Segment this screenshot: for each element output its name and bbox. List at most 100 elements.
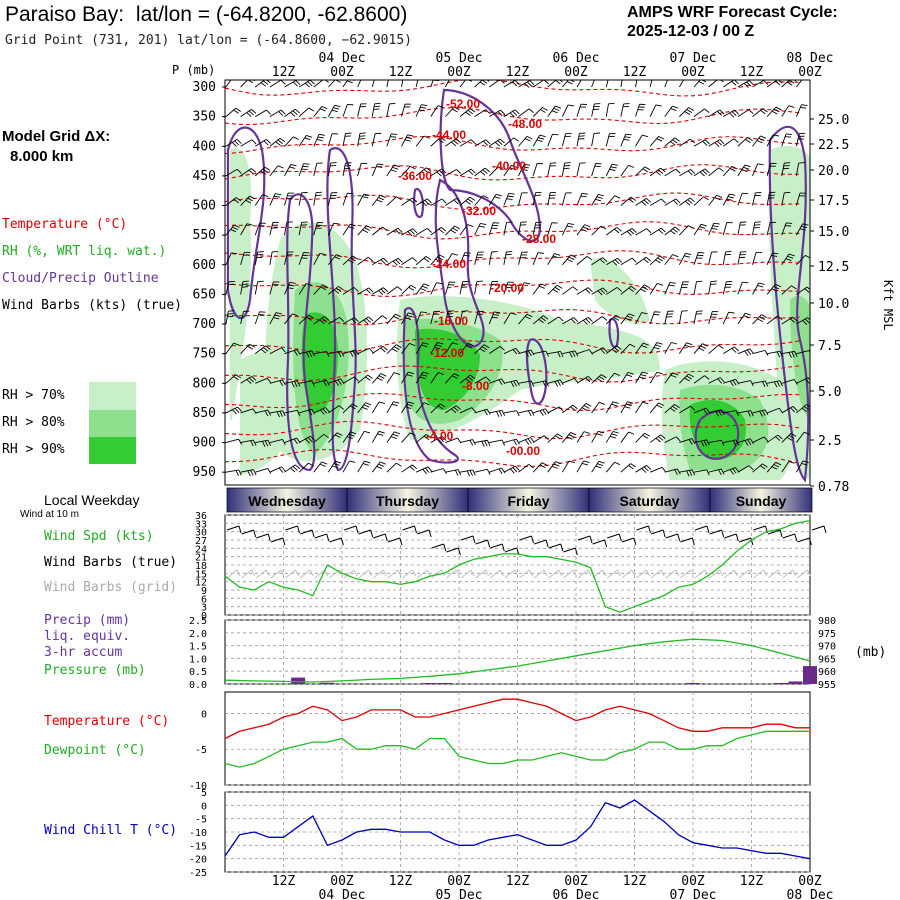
grid-barb-staff xyxy=(372,569,384,579)
wind-speed-line xyxy=(224,519,811,613)
wind-barb xyxy=(752,409,769,417)
barb-flag xyxy=(743,166,750,170)
barb-staff xyxy=(459,139,472,147)
barb-flag xyxy=(793,80,797,82)
barb-flag xyxy=(645,256,652,262)
barb-flag xyxy=(583,405,590,409)
barb-flag xyxy=(703,408,708,415)
barb-flag xyxy=(747,137,753,141)
barb-staff xyxy=(445,373,455,384)
barb-staff xyxy=(766,222,771,236)
barb-flag xyxy=(599,258,605,264)
barb-staff xyxy=(240,80,249,88)
wind-barb xyxy=(737,192,749,206)
barb-staff xyxy=(342,223,351,236)
wind-barb xyxy=(781,285,797,295)
barb-flag xyxy=(424,200,430,205)
wind-barb xyxy=(752,463,768,473)
barb-flag xyxy=(800,106,807,109)
barb-staff xyxy=(766,192,770,206)
wind-barb xyxy=(518,282,531,295)
barb-staff xyxy=(678,253,686,265)
grid-wind-barb xyxy=(387,569,402,579)
isotherm-label: -20.00 xyxy=(490,281,524,295)
barb-staff xyxy=(561,133,567,147)
isotherm-label: -8.00 xyxy=(462,379,490,393)
barb-flag xyxy=(727,196,734,199)
grid-barb-staff xyxy=(255,569,267,579)
barb-staff xyxy=(445,197,457,206)
wind-barb xyxy=(635,80,638,88)
barb-staff xyxy=(225,139,238,147)
true-wind-barb xyxy=(402,525,417,534)
barb-flag xyxy=(719,109,725,115)
barb-flag xyxy=(336,254,343,258)
barb-flag xyxy=(376,166,383,168)
barb-flag xyxy=(568,256,575,261)
barb-flag xyxy=(250,440,254,447)
barb-flag xyxy=(536,139,543,143)
barb-staff xyxy=(532,163,538,177)
wind-barb xyxy=(781,133,793,147)
barb-staff xyxy=(620,227,633,236)
barb-staff xyxy=(649,136,659,147)
barb-flag xyxy=(483,409,488,416)
barb-staff xyxy=(766,252,773,265)
barb-flag xyxy=(332,465,339,469)
barb-flag xyxy=(688,470,693,476)
wind-barb xyxy=(327,192,338,206)
grid-wind-barb xyxy=(738,569,753,579)
barb-flag xyxy=(423,169,430,174)
barb-flag xyxy=(551,110,558,114)
barb-staff xyxy=(357,316,369,325)
barb-flag xyxy=(733,138,739,143)
barb-staff xyxy=(518,463,530,473)
barb-flag xyxy=(334,256,341,260)
barb-flag xyxy=(397,286,403,291)
barb-flag xyxy=(598,460,605,464)
barb-flag xyxy=(658,436,664,441)
barb-staff xyxy=(591,347,604,355)
barb-staff xyxy=(225,168,238,177)
barb-staff xyxy=(635,312,642,325)
barb-flag xyxy=(528,463,534,469)
barb-staff xyxy=(299,380,312,384)
wind-barb xyxy=(547,316,564,325)
barb-staff xyxy=(605,401,614,414)
barb-flag xyxy=(567,104,575,107)
wind-barb xyxy=(313,461,328,473)
wind-barb xyxy=(766,434,783,443)
barb-flag xyxy=(498,166,504,171)
barb-flag xyxy=(555,80,561,85)
barb-flag xyxy=(406,403,413,407)
barb-flag xyxy=(457,469,462,476)
barb-staff xyxy=(298,107,310,117)
barb-flag xyxy=(511,164,518,168)
wind-barb xyxy=(240,439,257,447)
barb-staff xyxy=(533,380,546,384)
barb-flag xyxy=(469,439,474,446)
barb-flag xyxy=(233,109,239,114)
barb-flag xyxy=(337,379,342,385)
barb-staff xyxy=(459,343,469,354)
barb-flag xyxy=(470,168,476,174)
barb-staff xyxy=(430,80,434,88)
barb-staff xyxy=(488,194,497,206)
barb-staff xyxy=(693,80,701,88)
wind-barb xyxy=(664,168,681,177)
wind-barb xyxy=(371,373,387,384)
true-wind-barb xyxy=(797,537,812,546)
barb-staff xyxy=(254,251,259,265)
barb-flag xyxy=(276,411,280,418)
weekday-cell-bg xyxy=(346,487,469,513)
barb-staff xyxy=(371,461,381,473)
barb-staff xyxy=(562,350,576,355)
barb-flag xyxy=(307,437,313,443)
wind-barb xyxy=(620,196,636,206)
true-wind-barb xyxy=(811,525,827,534)
barb-staff xyxy=(562,404,573,414)
barb-staff xyxy=(752,80,764,88)
barb-flag xyxy=(728,311,735,314)
barb-staff xyxy=(591,431,599,443)
barb-flag xyxy=(512,349,518,355)
